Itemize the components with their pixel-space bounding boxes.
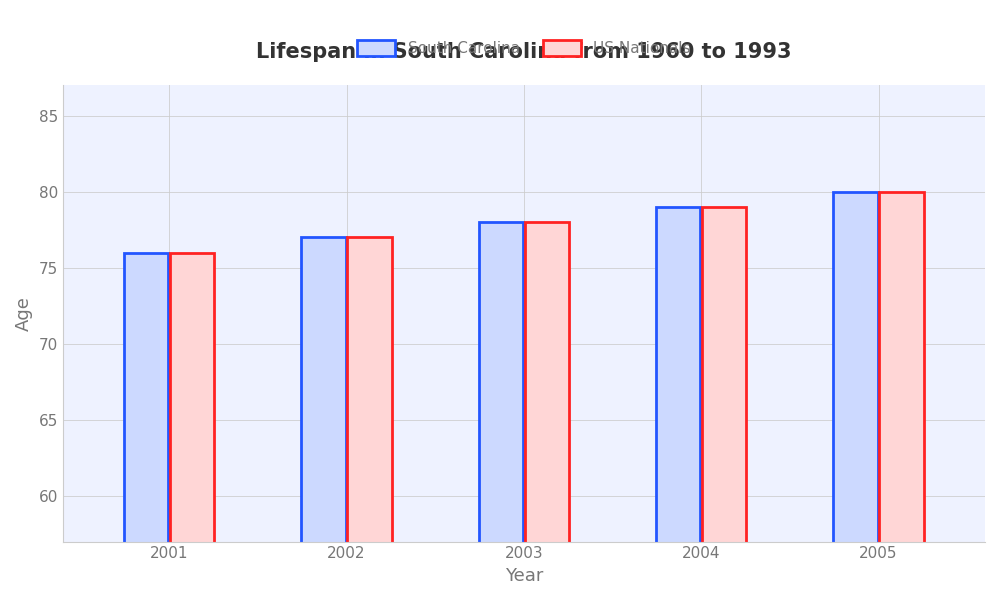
X-axis label: Year: Year xyxy=(505,567,543,585)
Legend: South Carolina, US Nationals: South Carolina, US Nationals xyxy=(351,34,697,62)
Bar xyxy=(170,253,214,600)
Y-axis label: Age: Age xyxy=(15,296,33,331)
Bar xyxy=(656,207,700,600)
Bar xyxy=(347,238,392,600)
Title: Lifespan in South Carolina from 1960 to 1993: Lifespan in South Carolina from 1960 to … xyxy=(256,41,792,62)
Bar xyxy=(301,238,346,600)
Bar xyxy=(124,253,168,600)
Bar xyxy=(833,192,878,600)
Bar xyxy=(479,222,523,600)
Bar xyxy=(702,207,746,600)
Bar xyxy=(879,192,924,600)
Bar xyxy=(525,222,569,600)
